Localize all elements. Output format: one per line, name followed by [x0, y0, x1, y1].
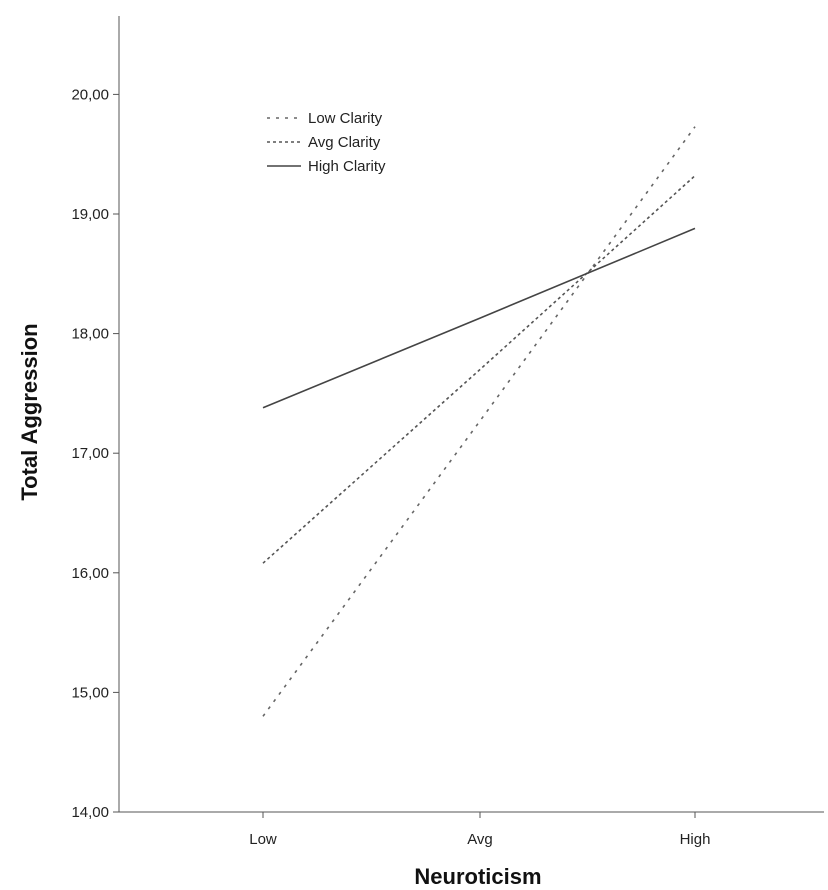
series-lines	[262, 126, 696, 717]
y-tick-label: 14,00	[71, 804, 109, 821]
legend-label-2: Avg Clarity	[308, 134, 381, 151]
y-axis: 14,00 15,00 16,00 17,00 18,00 19,00 20,00	[71, 16, 120, 821]
y-tick-label: 16,00	[71, 565, 109, 582]
y-axis-title: Total Aggression	[17, 323, 42, 500]
y-tick-label: 15,00	[71, 684, 109, 701]
series-line-3	[262, 227, 696, 409]
legend-label-3: High Clarity	[308, 158, 386, 175]
x-tick-label: High	[680, 831, 711, 848]
legend: Low Clarity Avg Clarity High Clarity	[267, 110, 386, 175]
legend-label-1: Low Clarity	[308, 110, 383, 127]
y-tick-label: 17,00	[71, 445, 109, 462]
series-line-1	[262, 126, 696, 717]
y-ticks: 14,00 15,00 16,00 17,00 18,00 19,00 20,00	[71, 86, 119, 821]
y-tick-label: 18,00	[71, 326, 109, 343]
x-axis: Low Avg High	[119, 811, 824, 848]
x-axis-title: Neuroticism	[414, 864, 541, 889]
y-tick-label: 20,00	[71, 86, 109, 103]
x-ticks: Low Avg High	[249, 812, 710, 848]
series-line-2	[262, 175, 696, 564]
x-tick-label: Avg	[467, 831, 493, 848]
y-tick-label: 19,00	[71, 206, 109, 223]
x-tick-label: Low	[249, 831, 277, 848]
